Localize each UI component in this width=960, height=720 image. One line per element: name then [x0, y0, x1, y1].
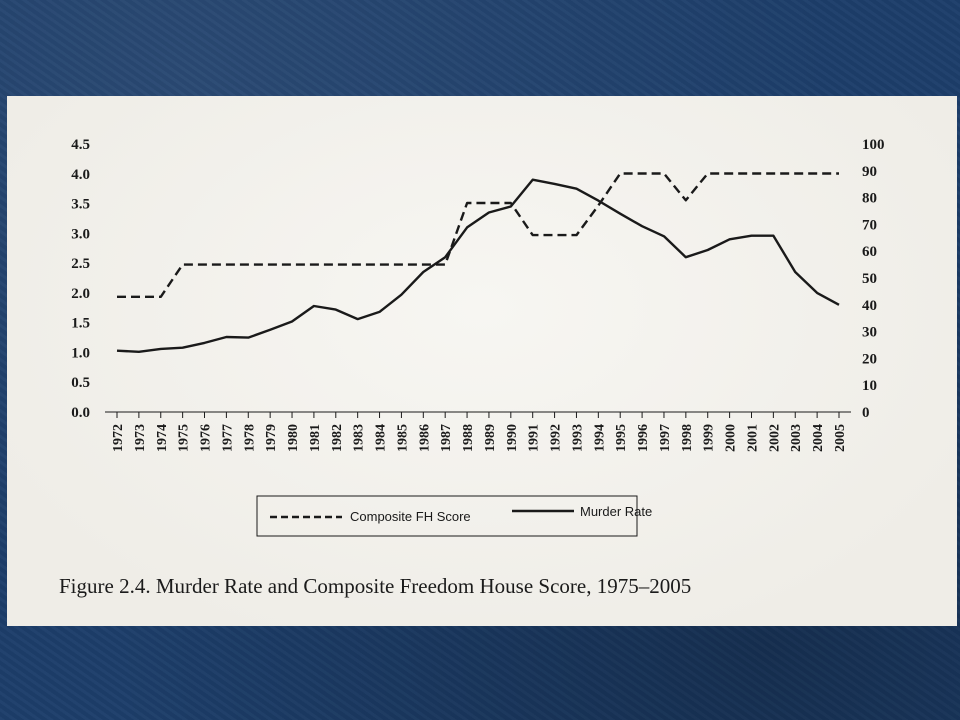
legend-label-murder: Murder Rate — [580, 504, 652, 519]
x-tick-label: 1999 — [702, 424, 717, 452]
x-tick-label: 1980 — [286, 424, 301, 452]
x-tick-label: 1994 — [592, 424, 607, 452]
x-tick-label: 1983 — [352, 424, 367, 452]
right-tick-label: 20 — [862, 351, 877, 367]
x-tick-label: 2004 — [811, 424, 826, 452]
x-tick-label: 1987 — [439, 424, 454, 452]
x-tick-label: 1974 — [155, 424, 170, 452]
left-tick-label: 2.5 — [71, 256, 90, 272]
chart-legend: Composite FH Score Murder Rate — [256, 495, 652, 537]
x-tick-label: 1986 — [417, 424, 432, 452]
left-tick-label: 4.0 — [71, 167, 90, 183]
x-axis-ticks: 1972 1973 1974 1975 1976 1977 1978 1979 1980 1981… — [111, 412, 848, 452]
x-tick-label: 1991 — [527, 424, 542, 452]
right-tick-label: 90 — [862, 164, 877, 180]
x-tick-label: 2001 — [745, 424, 760, 452]
left-tick-label: 1.0 — [71, 345, 90, 361]
fh-score-line — [117, 172, 839, 299]
right-axis-ticks: 0 10 20 30 40 50 60 70 80 90 100 — [862, 137, 885, 421]
right-tick-label: 40 — [862, 298, 877, 314]
chart-series — [116, 172, 840, 354]
left-axis-ticks: 0.0 0.5 1.0 1.5 2.0 2.5 3.0 3.5 4.0 4.5 — [71, 137, 90, 421]
x-tick-label: 1993 — [570, 424, 585, 452]
x-tick-label: 1988 — [461, 424, 476, 452]
left-tick-label: 3.0 — [71, 226, 90, 242]
x-tick-label: 1984 — [374, 424, 389, 452]
x-tick-label: 2000 — [724, 424, 739, 452]
x-tick-label: 2003 — [789, 424, 804, 452]
left-tick-label: 0.0 — [71, 405, 90, 421]
left-tick-label: 1.5 — [71, 316, 90, 332]
x-tick-label: 1972 — [111, 424, 126, 452]
x-tick-label: 2002 — [767, 424, 782, 452]
right-tick-label: 100 — [862, 137, 885, 153]
murder-rate-line — [116, 178, 840, 354]
x-tick-label: 1996 — [636, 424, 651, 452]
x-tick-label: 1973 — [133, 424, 148, 452]
right-tick-label: 0 — [862, 405, 870, 421]
left-tick-label: 4.5 — [71, 137, 90, 153]
x-tick-label: 1981 — [308, 424, 323, 452]
chart-svg: 0.0 0.5 1.0 1.5 2.0 2.5 3.0 3.5 4.0 4.5 0 10 20 30 40… — [71, 137, 885, 537]
x-tick-label: 1989 — [483, 424, 498, 452]
legend-box — [256, 495, 638, 537]
left-tick-label: 0.5 — [71, 375, 90, 391]
x-tick-label: 1992 — [549, 424, 564, 452]
book-page: 0.0 0.5 1.0 1.5 2.0 2.5 3.0 3.5 4.0 4.5 0 10 20 30 40… — [7, 96, 957, 626]
x-tick-label: 1977 — [220, 424, 235, 452]
right-tick-label: 60 — [862, 244, 877, 260]
x-tick-label: 1978 — [242, 424, 257, 452]
legend-label-fh: Composite FH Score — [350, 509, 471, 524]
x-tick-label: 1975 — [177, 424, 192, 452]
right-tick-label: 80 — [862, 191, 877, 207]
x-tick-label: 1990 — [505, 424, 520, 452]
figure-caption: Figure 2.4. Murder Rate and Composite Fr… — [59, 574, 692, 598]
x-tick-label: 1995 — [614, 424, 629, 452]
x-tick-label: 1976 — [199, 424, 214, 452]
x-tick-label: 1997 — [658, 424, 673, 452]
x-tick-label: 2005 — [833, 424, 848, 452]
x-tick-label: 1979 — [264, 424, 279, 452]
right-tick-label: 50 — [862, 271, 877, 287]
left-tick-label: 3.5 — [71, 197, 90, 213]
right-tick-label: 30 — [862, 325, 877, 341]
right-tick-label: 10 — [862, 378, 877, 394]
x-tick-label: 1982 — [330, 424, 345, 452]
x-tick-label: 1985 — [395, 424, 410, 452]
x-tick-label: 1998 — [680, 424, 695, 452]
left-tick-label: 2.0 — [71, 286, 90, 302]
right-tick-label: 70 — [862, 217, 877, 233]
